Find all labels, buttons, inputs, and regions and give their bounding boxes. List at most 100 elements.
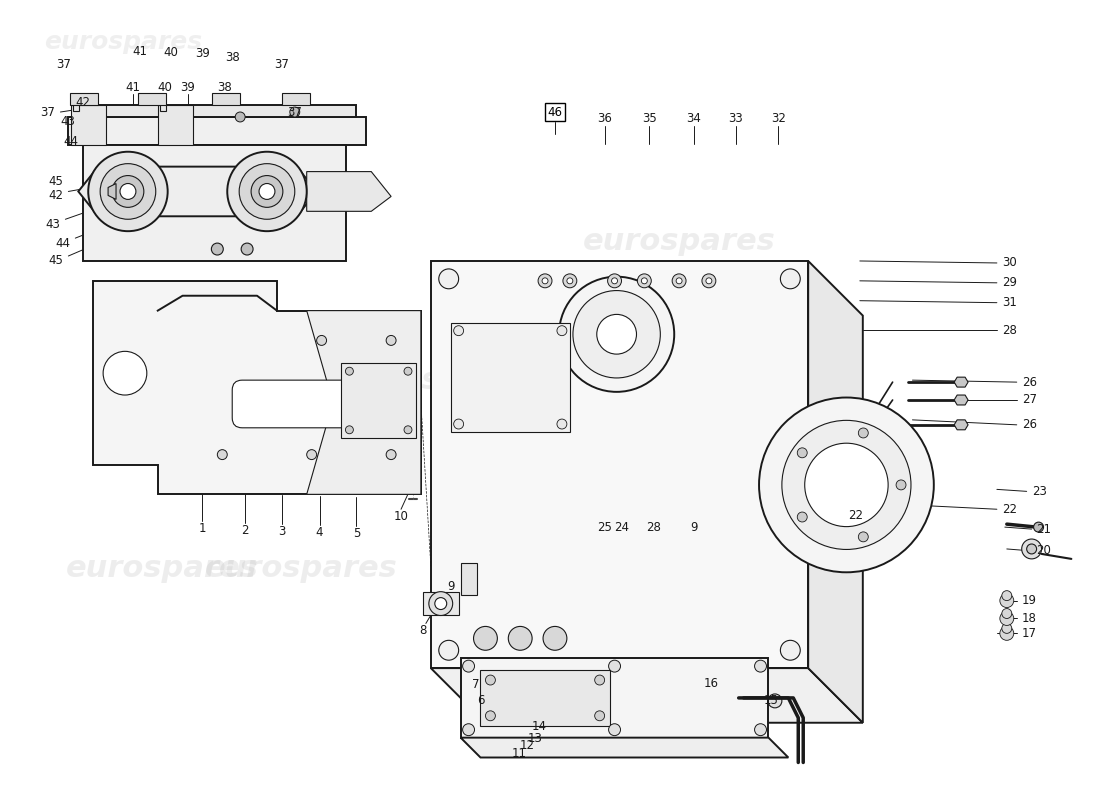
Circle shape: [1002, 590, 1012, 601]
Text: 30: 30: [1002, 257, 1016, 270]
Text: 6: 6: [476, 694, 484, 707]
Text: 1: 1: [199, 522, 206, 534]
Circle shape: [780, 640, 801, 660]
Circle shape: [1000, 594, 1014, 607]
Circle shape: [228, 152, 307, 231]
Bar: [422, 592, 459, 615]
Text: 2: 2: [241, 523, 249, 537]
Circle shape: [607, 274, 621, 288]
Circle shape: [542, 278, 548, 284]
Circle shape: [608, 660, 620, 672]
Text: 37: 37: [274, 58, 289, 71]
Polygon shape: [808, 261, 862, 722]
Text: 32: 32: [771, 113, 785, 126]
Bar: [451, 322, 570, 432]
Bar: [68, 117, 366, 145]
Circle shape: [508, 626, 532, 650]
Circle shape: [345, 367, 353, 375]
Circle shape: [557, 419, 566, 429]
Circle shape: [453, 326, 463, 336]
Text: 19: 19: [1022, 594, 1036, 607]
Text: 39: 39: [180, 81, 195, 94]
Text: eurospares: eurospares: [66, 554, 260, 583]
Circle shape: [289, 107, 299, 117]
Text: 41: 41: [125, 81, 141, 94]
Text: 14: 14: [532, 720, 547, 734]
Text: 11: 11: [513, 747, 527, 760]
Polygon shape: [84, 145, 346, 261]
Text: 20: 20: [1036, 545, 1052, 558]
Text: 17: 17: [1022, 627, 1036, 640]
Circle shape: [251, 175, 283, 207]
Text: 16: 16: [704, 677, 719, 690]
Text: 9: 9: [447, 580, 454, 593]
Text: 44: 44: [55, 237, 70, 250]
Text: 3: 3: [278, 525, 286, 538]
Circle shape: [386, 335, 396, 346]
Text: 18: 18: [1022, 612, 1036, 625]
Text: 29: 29: [1002, 276, 1016, 290]
Text: 38: 38: [217, 81, 232, 94]
Text: 41: 41: [132, 45, 147, 58]
Circle shape: [612, 278, 617, 284]
Circle shape: [858, 532, 868, 542]
Text: eurospares: eurospares: [603, 554, 795, 583]
Text: 26: 26: [1022, 376, 1036, 389]
Text: 33: 33: [728, 113, 744, 126]
Text: 21: 21: [1036, 522, 1052, 535]
Circle shape: [235, 112, 245, 122]
Circle shape: [88, 152, 167, 231]
Text: 15: 15: [763, 694, 779, 707]
Bar: [341, 363, 416, 438]
Text: 4: 4: [316, 526, 323, 538]
Circle shape: [439, 269, 459, 289]
Circle shape: [641, 278, 647, 284]
FancyBboxPatch shape: [232, 380, 351, 428]
Polygon shape: [954, 395, 968, 405]
Text: 40: 40: [157, 81, 172, 94]
Text: eurospares: eurospares: [344, 366, 537, 394]
Circle shape: [317, 335, 327, 346]
Circle shape: [755, 660, 767, 672]
Circle shape: [676, 278, 682, 284]
Text: 5: 5: [353, 526, 360, 539]
Circle shape: [557, 326, 566, 336]
Circle shape: [485, 711, 495, 721]
Circle shape: [112, 175, 144, 207]
Polygon shape: [157, 105, 192, 145]
Text: 34: 34: [686, 113, 702, 126]
Polygon shape: [954, 420, 968, 430]
Polygon shape: [954, 377, 968, 387]
Text: 22: 22: [848, 509, 862, 522]
Text: 45: 45: [48, 175, 63, 188]
Circle shape: [595, 675, 605, 685]
Text: eurospares: eurospares: [44, 30, 202, 54]
Circle shape: [1022, 539, 1042, 559]
Circle shape: [307, 450, 317, 459]
Text: 28: 28: [646, 521, 661, 534]
Circle shape: [858, 428, 868, 438]
Text: 36: 36: [597, 113, 612, 126]
Circle shape: [805, 443, 888, 526]
Circle shape: [1000, 611, 1014, 626]
Circle shape: [258, 183, 275, 199]
Bar: [70, 93, 98, 105]
Circle shape: [798, 448, 807, 458]
Circle shape: [597, 314, 637, 354]
Circle shape: [782, 420, 911, 550]
Circle shape: [573, 290, 660, 378]
Text: 24: 24: [614, 521, 629, 534]
Text: 22: 22: [1002, 502, 1016, 516]
Bar: [138, 93, 166, 105]
Polygon shape: [307, 310, 421, 494]
Circle shape: [759, 398, 934, 572]
Text: 31: 31: [1002, 296, 1016, 309]
Circle shape: [120, 183, 136, 199]
Text: 8: 8: [419, 624, 427, 637]
Text: 28: 28: [1002, 324, 1016, 337]
Circle shape: [100, 164, 156, 219]
Text: 42: 42: [76, 95, 91, 109]
Polygon shape: [72, 105, 106, 145]
Bar: [481, 670, 609, 726]
Circle shape: [672, 274, 686, 288]
